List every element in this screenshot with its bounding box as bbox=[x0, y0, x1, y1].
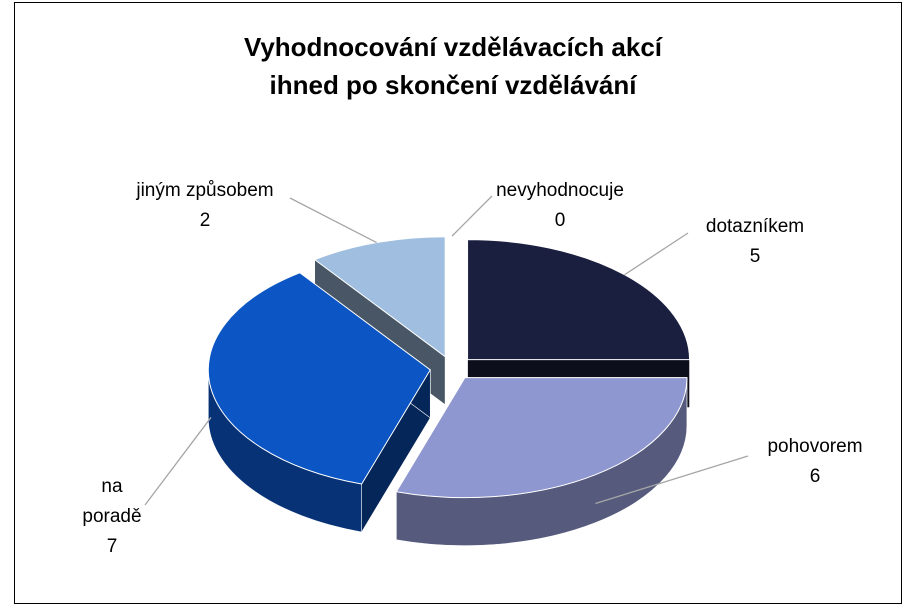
value-label: 7 bbox=[106, 536, 118, 557]
chart-border bbox=[14, 2, 902, 604]
data-label: jiným způsobem 2 bbox=[136, 176, 273, 236]
leader-line bbox=[144, 417, 212, 506]
slice bbox=[395, 376, 688, 546]
slice-top bbox=[207, 272, 431, 485]
slice-top bbox=[395, 377, 688, 499]
category-label: nevyhodnocuje bbox=[496, 180, 624, 201]
leader-line bbox=[451, 195, 493, 237]
leader-line bbox=[595, 455, 749, 505]
data-label: dotazníkem 5 bbox=[706, 212, 804, 272]
category-label: dotazníkem bbox=[705, 216, 805, 237]
leader-line bbox=[289, 197, 377, 244]
category-label: pohovorem bbox=[767, 436, 863, 457]
chart-title: Vyhodnocování vzdělávacích akcí ihned po… bbox=[243, 32, 663, 100]
value-label: 2 bbox=[199, 210, 211, 231]
category-label: na poradě bbox=[82, 476, 142, 527]
slice bbox=[207, 272, 431, 534]
category-label: jiným způsobem bbox=[136, 180, 274, 201]
value-label: 6 bbox=[809, 466, 821, 487]
data-label: na poradě 7 bbox=[77, 472, 147, 562]
value-label: 0 bbox=[554, 210, 566, 231]
data-label: pohovorem 6 bbox=[767, 432, 862, 492]
value-label: 5 bbox=[749, 246, 761, 267]
leader-line bbox=[624, 232, 689, 276]
slice-top bbox=[467, 239, 691, 361]
data-label: nevyhodnocuje 0 bbox=[496, 176, 624, 236]
